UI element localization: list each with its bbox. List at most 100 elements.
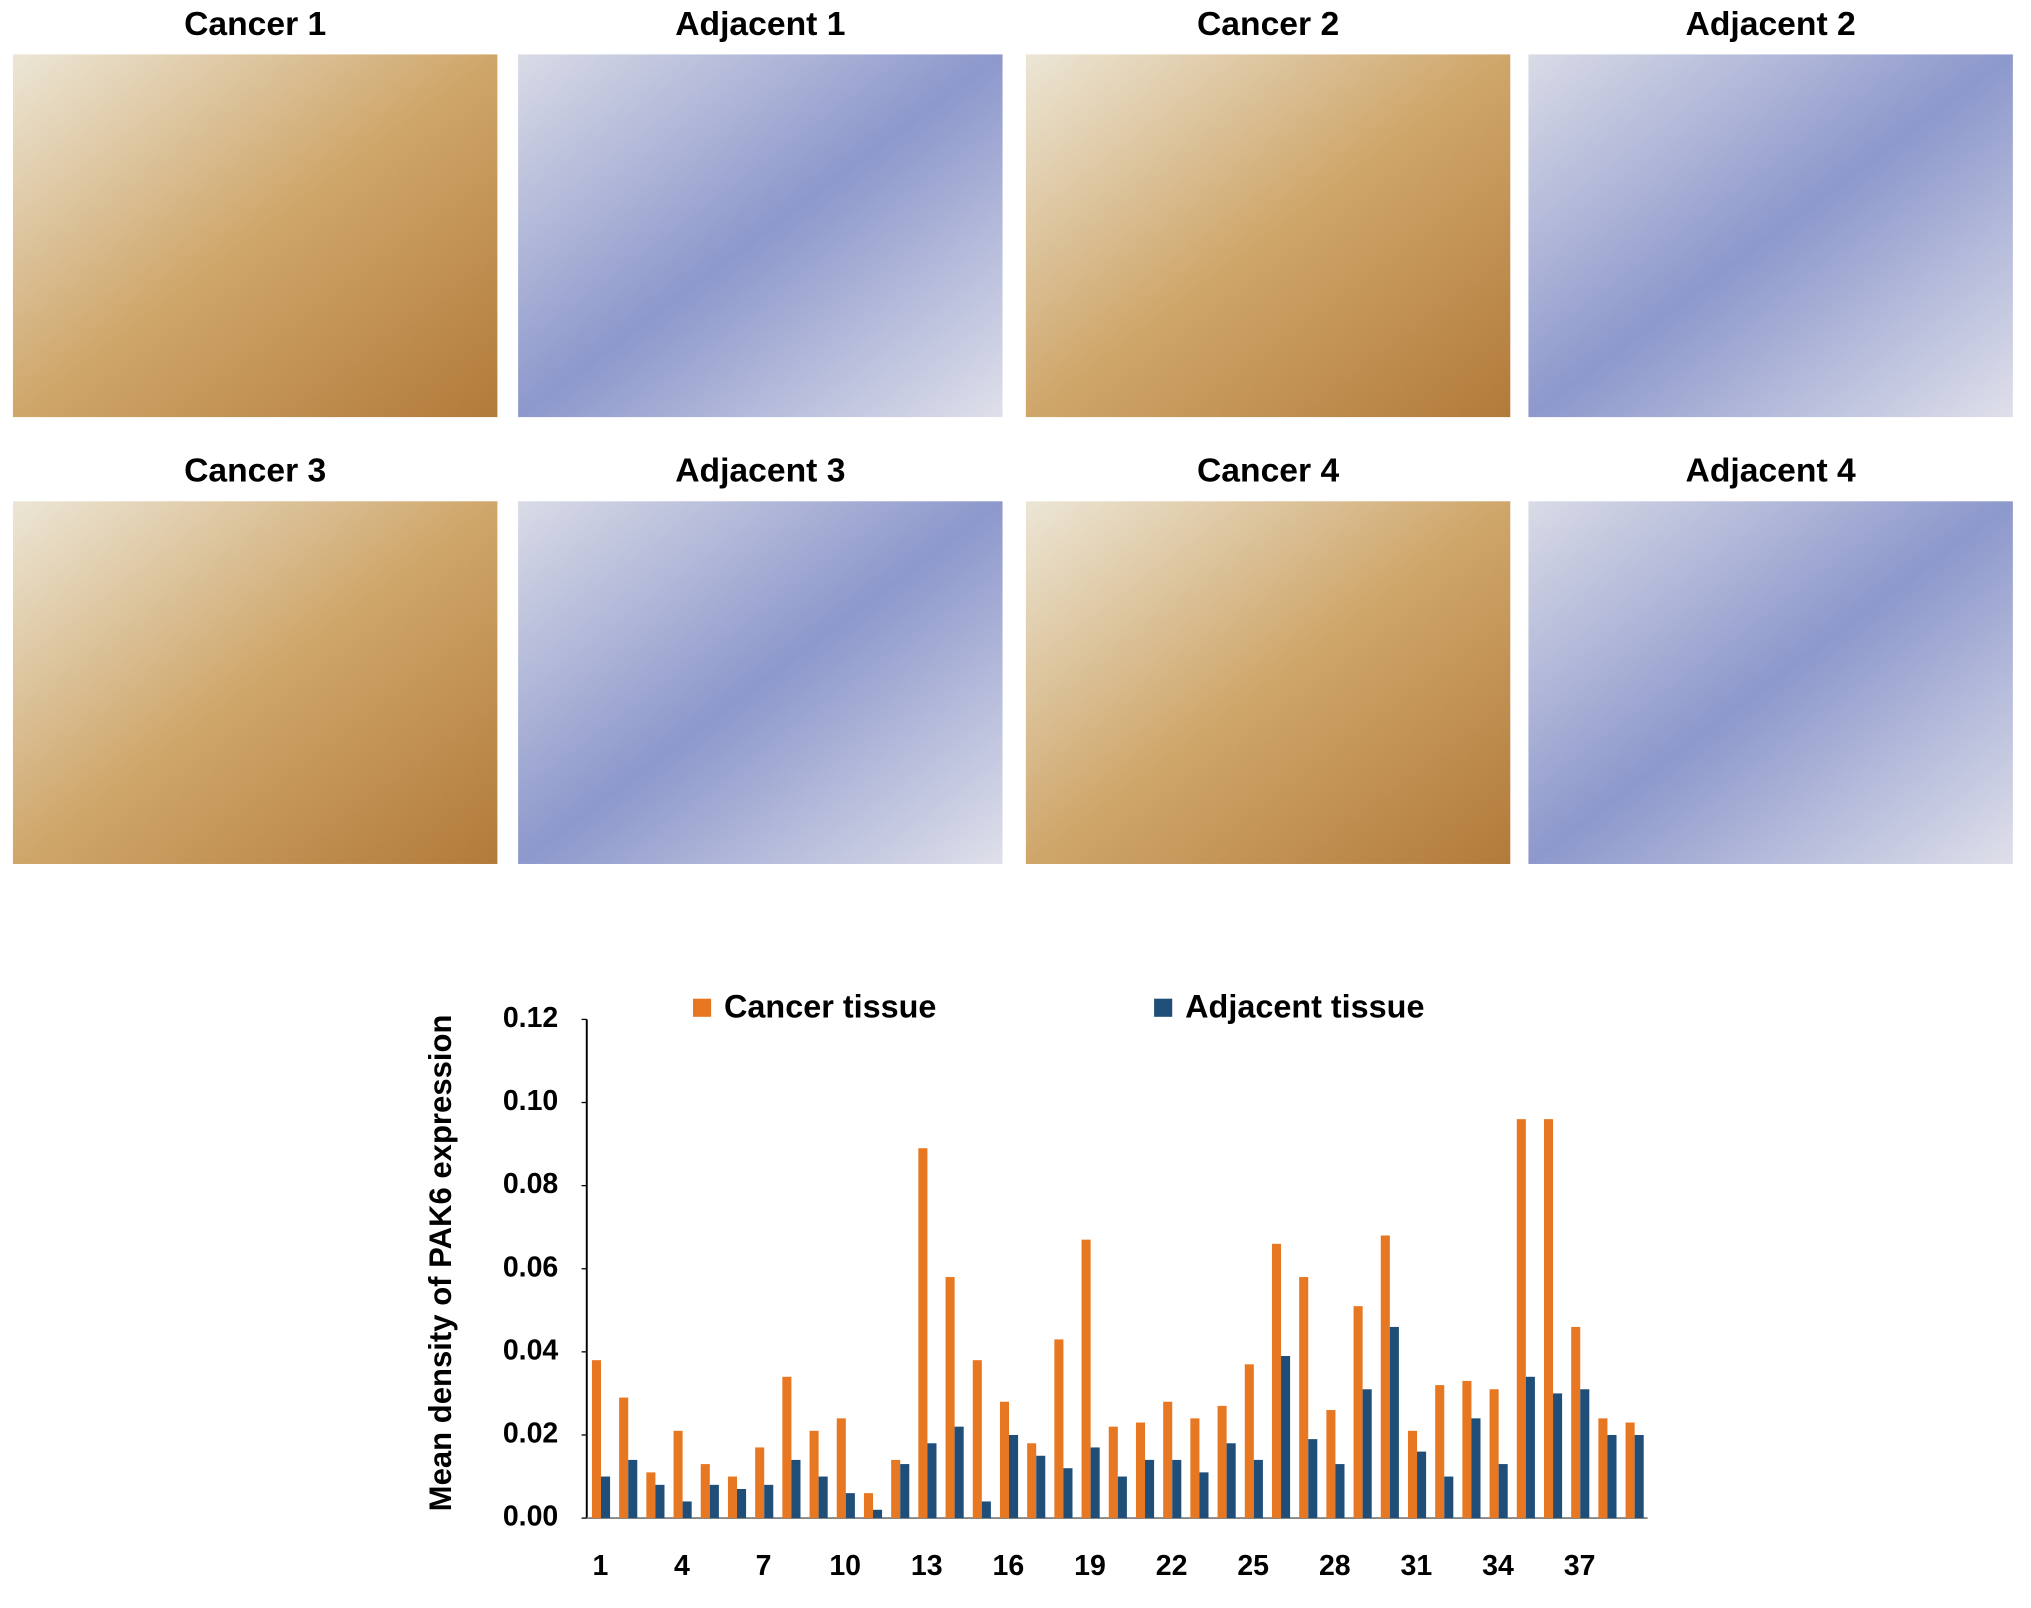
bar xyxy=(1444,1476,1454,1519)
bar xyxy=(700,1464,710,1519)
bar xyxy=(972,1360,982,1519)
bar xyxy=(981,1501,991,1519)
bar xyxy=(619,1397,629,1519)
x-tick-label: 13 xyxy=(911,1550,943,1582)
x-tick-label: 25 xyxy=(1237,1550,1269,1582)
tissue-image xyxy=(1528,501,2013,864)
bar xyxy=(1435,1385,1445,1519)
bar xyxy=(591,1360,602,1519)
bar xyxy=(1598,1418,1608,1519)
bar xyxy=(601,1476,611,1519)
panel-title: Cancer 1 xyxy=(184,6,326,43)
bar xyxy=(1299,1277,1309,1519)
bar xyxy=(1417,1451,1427,1519)
bar xyxy=(863,1493,874,1519)
bar xyxy=(1580,1389,1590,1519)
bar xyxy=(1217,1405,1227,1519)
y-tick-label: 0.12 xyxy=(503,1002,558,1034)
bar xyxy=(999,1401,1010,1519)
bar xyxy=(873,1509,883,1519)
bar xyxy=(1462,1380,1472,1519)
legend-swatch xyxy=(1154,998,1173,1017)
x-tick-label: 4 xyxy=(674,1550,690,1582)
bar xyxy=(1634,1434,1644,1519)
bar xyxy=(818,1476,828,1519)
bar xyxy=(1244,1364,1254,1519)
tissue-image xyxy=(12,501,498,864)
bar xyxy=(1253,1459,1263,1519)
bar xyxy=(1090,1447,1100,1519)
x-tick-label: 1 xyxy=(592,1550,608,1582)
x-tick-label: 37 xyxy=(1564,1550,1596,1582)
bar xyxy=(1145,1459,1155,1519)
y-tick-label: 0.02 xyxy=(503,1418,558,1450)
bar xyxy=(737,1488,747,1519)
bar xyxy=(1226,1443,1236,1519)
bar xyxy=(1271,1243,1282,1519)
bar xyxy=(1525,1376,1535,1519)
y-axis-title: Mean density of PAK6 expression xyxy=(423,1015,458,1512)
bar xyxy=(1516,1119,1526,1519)
x-tick-label: 10 xyxy=(829,1550,861,1582)
panel-title: Cancer 4 xyxy=(1197,453,1339,490)
bar xyxy=(782,1376,792,1519)
y-tick-label: 0.10 xyxy=(503,1085,558,1117)
tissue-image xyxy=(1025,501,1511,864)
bar xyxy=(628,1459,638,1519)
bar xyxy=(1308,1439,1318,1519)
bar xyxy=(1081,1239,1091,1519)
y-tick-label: 0.06 xyxy=(503,1251,558,1283)
bar xyxy=(1471,1418,1481,1519)
bar xyxy=(1326,1410,1336,1519)
bar xyxy=(1362,1389,1372,1519)
bar xyxy=(709,1484,719,1519)
y-tick-label: 0.08 xyxy=(503,1168,558,1200)
bar xyxy=(1543,1119,1554,1519)
bar xyxy=(646,1472,656,1519)
bar xyxy=(1335,1464,1345,1519)
y-tick-label: 0.00 xyxy=(503,1501,558,1533)
tissue-image xyxy=(518,54,1003,418)
bar xyxy=(727,1476,738,1519)
bar xyxy=(1135,1422,1146,1519)
bar xyxy=(845,1493,855,1519)
bar xyxy=(954,1426,964,1519)
bar xyxy=(927,1443,937,1519)
bar xyxy=(1009,1434,1019,1519)
bar xyxy=(1407,1430,1418,1519)
bar xyxy=(1353,1306,1363,1519)
bar xyxy=(1063,1468,1073,1519)
bar xyxy=(1553,1393,1563,1519)
bar xyxy=(1054,1339,1064,1519)
bar xyxy=(1380,1235,1390,1519)
bar xyxy=(891,1459,901,1519)
bar xyxy=(791,1459,801,1519)
bar xyxy=(1036,1455,1046,1519)
bar xyxy=(945,1277,955,1519)
x-tick-label: 16 xyxy=(993,1550,1025,1582)
bar xyxy=(1571,1326,1581,1519)
bar xyxy=(673,1430,683,1519)
panel-title: Adjacent 2 xyxy=(1686,6,1856,43)
tissue-image xyxy=(12,54,498,418)
legend-swatch xyxy=(692,998,712,1017)
panel-title: Adjacent 3 xyxy=(675,453,845,490)
x-tick-label: 34 xyxy=(1482,1550,1514,1582)
x-tick-label: 19 xyxy=(1074,1550,1106,1582)
bar xyxy=(1389,1326,1399,1519)
bar xyxy=(1172,1459,1182,1519)
bar xyxy=(900,1464,910,1519)
tissue-image xyxy=(1528,54,2013,418)
bar xyxy=(809,1430,819,1519)
panel-title: Cancer 3 xyxy=(184,453,326,490)
bar xyxy=(1117,1476,1127,1519)
x-tick-label: 31 xyxy=(1401,1550,1433,1582)
bar xyxy=(1489,1389,1499,1519)
x-tick-label: 28 xyxy=(1319,1550,1351,1582)
bar xyxy=(1625,1422,1635,1519)
bar xyxy=(755,1447,765,1519)
bar xyxy=(1498,1464,1508,1519)
tissue-image xyxy=(518,501,1003,864)
y-tick-label: 0.04 xyxy=(503,1334,559,1366)
